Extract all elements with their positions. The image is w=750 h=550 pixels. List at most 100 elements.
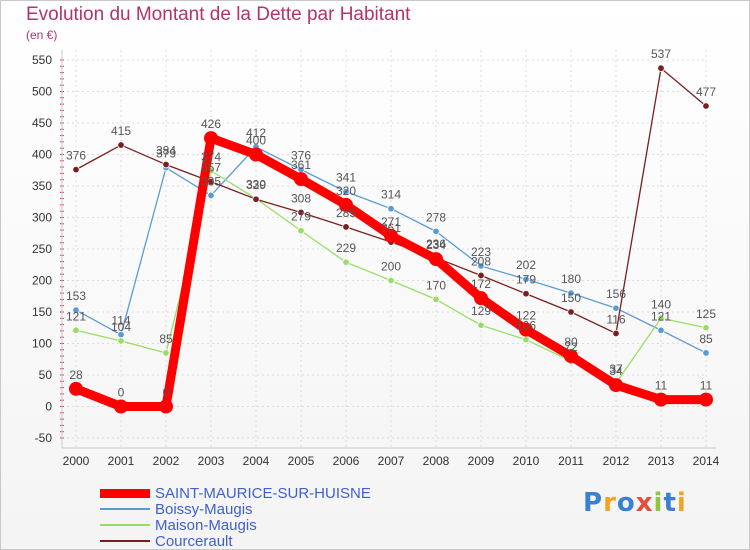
data-label-maison-maugis: 37 bbox=[609, 362, 623, 376]
data-label-maison-maugis: 330 bbox=[246, 178, 266, 192]
data-label-boissy-maugis: 379 bbox=[156, 147, 176, 161]
data-label-boissy-maugis: 278 bbox=[426, 210, 446, 224]
y-tick-label: 300 bbox=[32, 211, 52, 225]
series-point-courcerault bbox=[342, 223, 350, 231]
data-label-boissy-maugis: 180 bbox=[561, 272, 581, 286]
series-point-maison-maugis bbox=[477, 321, 485, 329]
series-point-saint-maurice-sur-huisne bbox=[339, 197, 353, 212]
data-label-boissy-maugis: 153 bbox=[66, 289, 86, 303]
series-point-boissy-maugis bbox=[477, 262, 485, 270]
data-label-courcerault: 285 bbox=[336, 206, 356, 220]
series-point-saint-maurice-sur-huisne bbox=[519, 322, 533, 337]
data-label-maison-maugis: 170 bbox=[426, 278, 446, 292]
series-point-maison-maugis bbox=[72, 326, 80, 334]
series-point-maison-maugis bbox=[162, 349, 170, 357]
legend-swatch bbox=[100, 524, 150, 526]
series-point-maison-maugis bbox=[702, 324, 710, 332]
series-point-courcerault bbox=[162, 160, 170, 169]
x-tick-label: 2010 bbox=[513, 454, 540, 468]
legend-label: SAINT-MAURICE-SUR-HUISNE bbox=[155, 484, 371, 502]
data-label-maison-maugis: 104 bbox=[111, 320, 131, 334]
data-label-maison-maugis: 140 bbox=[651, 297, 671, 311]
x-tick-label: 2014 bbox=[693, 454, 720, 468]
legend-label: Maison-Maugis bbox=[155, 516, 257, 534]
series-point-maison-maugis bbox=[342, 258, 350, 266]
data-label-saint-maurice-sur-huisne: 11 bbox=[700, 379, 713, 393]
series-point-maison-maugis bbox=[387, 276, 395, 285]
data-label-saint-maurice-sur-huisne: 0 bbox=[118, 386, 125, 400]
data-label-maison-maugis: 85 bbox=[159, 332, 173, 346]
y-tick-label: 550 bbox=[32, 53, 52, 67]
data-label-courcerault: 329 bbox=[246, 178, 266, 192]
y-tick-label: 50 bbox=[39, 368, 53, 382]
data-label-boissy-maugis: 376 bbox=[291, 149, 311, 163]
series-point-boissy-maugis bbox=[567, 289, 575, 297]
series-point-saint-maurice-sur-huisne bbox=[474, 291, 488, 306]
data-label-saint-maurice-sur-huisne: 34 bbox=[609, 364, 623, 378]
data-label-saint-maurice-sur-huisne: 28 bbox=[69, 368, 83, 382]
legend-swatch bbox=[100, 540, 150, 542]
data-label-saint-maurice-sur-huisne: 361 bbox=[291, 158, 311, 172]
chart-unit-label: (en €) bbox=[26, 28, 58, 42]
legend-swatch bbox=[100, 508, 150, 510]
series-point-saint-maurice-sur-huisne bbox=[69, 381, 83, 396]
series-point-courcerault bbox=[612, 329, 620, 338]
data-label-maison-maugis: 129 bbox=[471, 304, 491, 318]
data-label-courcerault: 308 bbox=[291, 191, 311, 205]
y-tick-label: 400 bbox=[32, 148, 52, 162]
data-label-courcerault: 477 bbox=[696, 85, 716, 99]
series-point-boissy-maugis bbox=[522, 275, 530, 283]
data-label-saint-maurice-sur-huisne: 234 bbox=[426, 238, 446, 252]
data-label-saint-maurice-sur-huisne: 122 bbox=[516, 309, 536, 323]
x-tick-label: 2009 bbox=[468, 454, 495, 468]
series-point-courcerault bbox=[72, 165, 80, 174]
legend-item: SAINT-MAURICE-SUR-HUISNE bbox=[100, 484, 371, 502]
series-point-courcerault bbox=[522, 290, 530, 298]
data-label-boissy-maugis: 341 bbox=[336, 171, 356, 185]
data-label-maison-maugis: 200 bbox=[381, 260, 401, 274]
data-label-courcerault: 208 bbox=[471, 254, 491, 268]
series-point-saint-maurice-sur-huisne bbox=[159, 399, 173, 414]
series-point-saint-maurice-sur-huisne bbox=[249, 147, 263, 162]
proxiti-logo: Proxiti bbox=[583, 488, 687, 518]
series-point-courcerault bbox=[567, 308, 575, 316]
legend-item: Boissy-Maugis bbox=[100, 500, 371, 518]
y-tick-label: 250 bbox=[32, 242, 52, 256]
series-point-saint-maurice-sur-huisne bbox=[429, 252, 443, 267]
data-label-boissy-maugis: 314 bbox=[381, 188, 401, 202]
series-point-courcerault bbox=[477, 271, 485, 280]
x-tick-label: 2006 bbox=[333, 454, 360, 468]
x-tick-label: 2004 bbox=[243, 454, 270, 468]
data-label-saint-maurice-sur-huisne: 11 bbox=[655, 379, 668, 393]
x-tick-label: 2008 bbox=[423, 454, 450, 468]
x-tick-label: 2001 bbox=[108, 454, 135, 468]
x-tick-label: 2007 bbox=[378, 454, 405, 468]
data-label-layer: 153 114 379 335 412 376 341 314 278 223 202 180 156 1… bbox=[66, 47, 716, 399]
legend-label: Boissy-Maugis bbox=[155, 500, 253, 518]
data-label-maison-maugis: 125 bbox=[696, 307, 716, 321]
legend-item: Maison-Maugis bbox=[100, 516, 371, 534]
data-label-saint-maurice-sur-huisne: 271 bbox=[381, 215, 401, 229]
grid-layer bbox=[62, 50, 707, 448]
data-label-maison-maugis: 72 bbox=[564, 340, 578, 354]
series-point-boissy-maugis bbox=[432, 227, 440, 236]
x-tick-label: 2011 bbox=[558, 454, 584, 468]
y-tick-label: 500 bbox=[32, 85, 52, 99]
series-point-saint-maurice-sur-huisne bbox=[114, 399, 128, 414]
x-tick-label: 2000 bbox=[63, 454, 90, 468]
series-point-boissy-maugis bbox=[657, 326, 665, 334]
legend-item: Courcerault bbox=[100, 533, 371, 550]
series-point-boissy-maugis bbox=[387, 204, 395, 213]
series-point-boissy-maugis bbox=[612, 304, 620, 312]
data-label-courcerault: 376 bbox=[66, 149, 86, 163]
data-label-maison-maugis: 229 bbox=[336, 241, 356, 255]
data-label-courcerault: 357 bbox=[201, 161, 221, 175]
y-tick-label: 450 bbox=[32, 116, 52, 130]
data-label-courcerault: 179 bbox=[516, 273, 536, 287]
data-label-courcerault: 150 bbox=[561, 291, 581, 305]
data-label-courcerault: 415 bbox=[111, 124, 131, 138]
data-label-maison-maugis: 106 bbox=[516, 319, 536, 333]
data-label-courcerault: 537 bbox=[651, 47, 671, 61]
y-tick-label: 150 bbox=[32, 305, 52, 319]
